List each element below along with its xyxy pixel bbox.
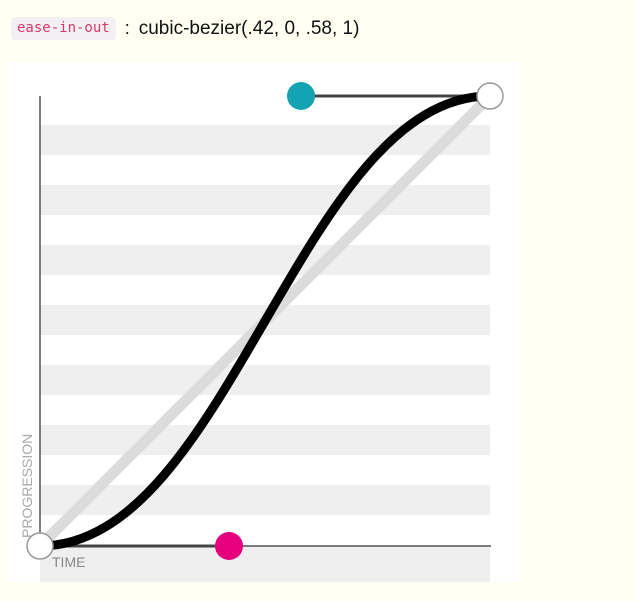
easing-heading: ease-in-out : cubic-bezier(.42, 0, .58, … <box>11 17 359 40</box>
background-stripe <box>40 425 490 455</box>
easing-keyword: ease-in-out <box>11 17 116 40</box>
background-stripe <box>40 485 490 515</box>
background-stripe <box>40 125 490 155</box>
control-point-1[interactable] <box>215 532 243 560</box>
start-point <box>26 532 54 560</box>
background-stripe <box>40 365 490 395</box>
background-stripe <box>40 185 490 215</box>
bezier-curve <box>35 91 495 551</box>
end-point <box>476 82 504 110</box>
easing-curve-diagram: PROGRESSION TIME <box>8 62 520 582</box>
heading-separator: : <box>124 18 130 38</box>
background-stripe <box>40 546 490 582</box>
cubic-bezier-value: cubic-bezier(.42, 0, .58, 1) <box>138 17 360 39</box>
x-axis-label: TIME <box>52 554 85 570</box>
control-point-2[interactable] <box>287 82 315 110</box>
y-axis-label: PROGRESSION <box>19 434 35 538</box>
background-stripe <box>40 245 490 275</box>
